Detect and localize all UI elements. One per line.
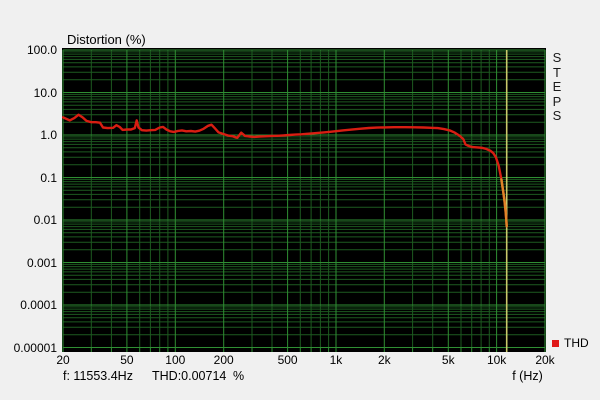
x-axis-ticks: [62, 347, 546, 353]
steps-letter: E: [552, 79, 562, 95]
y-tick-label: 0.001: [26, 255, 57, 270]
x-tick-label: 100: [165, 353, 186, 367]
thd-legend-label: THD: [564, 336, 589, 350]
y-tick-label: 0.00001: [13, 340, 57, 355]
x-tick-label: 20: [56, 353, 70, 367]
x-tick-label: 10k: [486, 353, 507, 367]
chart-title: Distortion (%): [67, 32, 146, 47]
cursor-thd-unit: %: [233, 369, 245, 383]
y-tick-label: 100.0: [26, 43, 57, 57]
steps-letter: P: [552, 93, 562, 109]
thd-legend-swatch: [552, 339, 559, 347]
x-tick-label: 1k: [329, 353, 343, 367]
x-tick-label: 20k: [535, 353, 555, 367]
legend: THD: [552, 336, 589, 350]
distortion-chart: [61, 49, 546, 353]
x-tick-label: 200: [213, 353, 234, 367]
steps-letter: S: [552, 50, 562, 65]
x-tick-label: 2k: [377, 353, 391, 367]
status-bar: f: 11553.4Hz THD:0.00714 %: [0, 369, 600, 385]
grid-minor: [63, 50, 545, 348]
steps-letter: S: [552, 108, 562, 124]
cursor-thd-readout: THD:0.00714: [152, 369, 227, 383]
thd-curve-tip: [500, 178, 508, 228]
y-tick-label: 1.0: [40, 128, 57, 142]
y-tick-label: 0.1: [40, 170, 57, 185]
x-tick-label: 5k: [441, 353, 455, 367]
x-tick-label: 50: [120, 353, 134, 367]
y-tick-label: 10.0: [33, 85, 57, 100]
plot-area[interactable]: [61, 48, 546, 353]
cursor-frequency-readout: f: 11553.4Hz: [63, 369, 133, 383]
thd-curve: [61, 113, 508, 228]
x-axis-unit-label: f (Hz): [512, 369, 543, 383]
y-tick-label: 0.0001: [20, 298, 57, 312]
y-tick-label: 0.01: [33, 213, 57, 227]
grid-major: [62, 49, 546, 348]
steps-letter: T: [553, 64, 561, 80]
x-tick-label: 500: [277, 353, 298, 367]
